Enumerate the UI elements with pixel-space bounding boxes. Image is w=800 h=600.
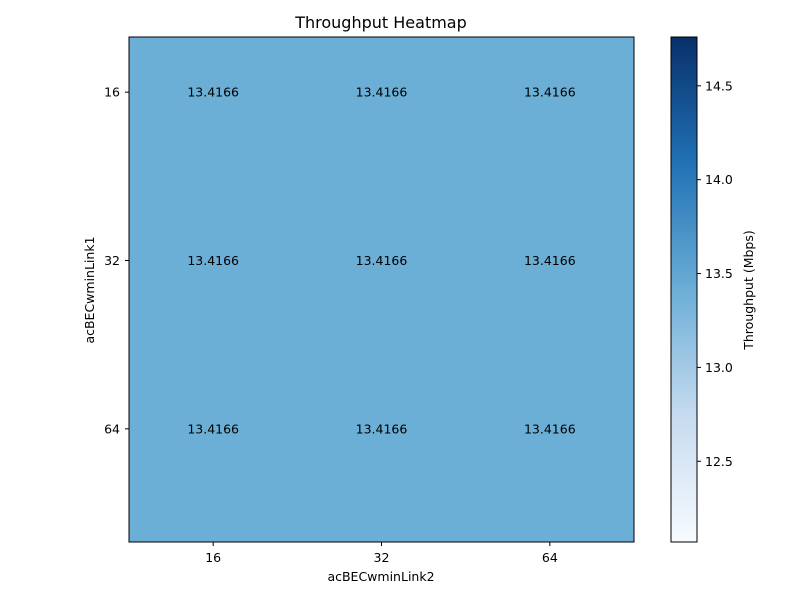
cell-value-label: 13.4166	[524, 85, 576, 100]
cell-value-label: 13.4166	[187, 253, 239, 268]
x-tick-label: 64	[542, 550, 558, 565]
heatmap-cell	[129, 37, 298, 206]
heatmap-cell	[129, 205, 298, 375]
chart-title: Throughput Heatmap	[294, 13, 467, 32]
heatmap-cells	[129, 37, 635, 543]
colorbar-tick-label: 14.0	[705, 172, 733, 187]
cell-value-label: 13.4166	[524, 253, 576, 268]
heatmap-cell	[297, 37, 467, 206]
colorbar-frame	[670, 36, 698, 543]
x-tick-label: 32	[374, 550, 390, 565]
colorbar-tick-label: 13.5	[705, 266, 733, 281]
colorbar-tick-label: 14.5	[705, 78, 733, 93]
cell-value-label: 13.4166	[356, 253, 408, 268]
cell-value-label: 13.4166	[187, 85, 239, 100]
heatmap-cell	[465, 373, 635, 543]
heatmap-cell	[129, 373, 298, 543]
heatmap-cell	[465, 37, 635, 206]
x-axis-label: acBECwminLink2	[327, 569, 434, 584]
heatmap-cell-labels: 13.4166 13.4166 13.4166 13.4166 13.4166 13.41…	[187, 85, 575, 437]
x-tick-label: 16	[205, 550, 221, 565]
colorbar-ticks: 12.5 13.0 13.5 14.0 14.5	[697, 78, 733, 469]
colorbar-label: Throughput (Mbps)	[741, 230, 756, 351]
cell-value-label: 13.4166	[524, 421, 576, 436]
heatmap-cell	[297, 205, 467, 375]
colorbar	[671, 37, 697, 542]
heatmap-cell	[297, 373, 467, 543]
colorbar-tick-label: 12.5	[705, 454, 733, 469]
cell-value-label: 13.4166	[356, 421, 408, 436]
y-tick-label: 16	[104, 85, 120, 100]
y-axis-label: acBECwminLink1	[82, 236, 97, 343]
cell-value-label: 13.4166	[187, 421, 239, 436]
y-tick-label: 32	[104, 253, 120, 268]
cell-value-label: 13.4166	[356, 85, 408, 100]
colorbar-tick-label: 13.0	[705, 360, 733, 375]
y-axis-ticks: 16 32 64	[104, 85, 129, 436]
heatmap-cell	[465, 205, 635, 375]
y-tick-label: 64	[104, 421, 120, 436]
x-axis-ticks: 16 32 64	[205, 542, 558, 565]
